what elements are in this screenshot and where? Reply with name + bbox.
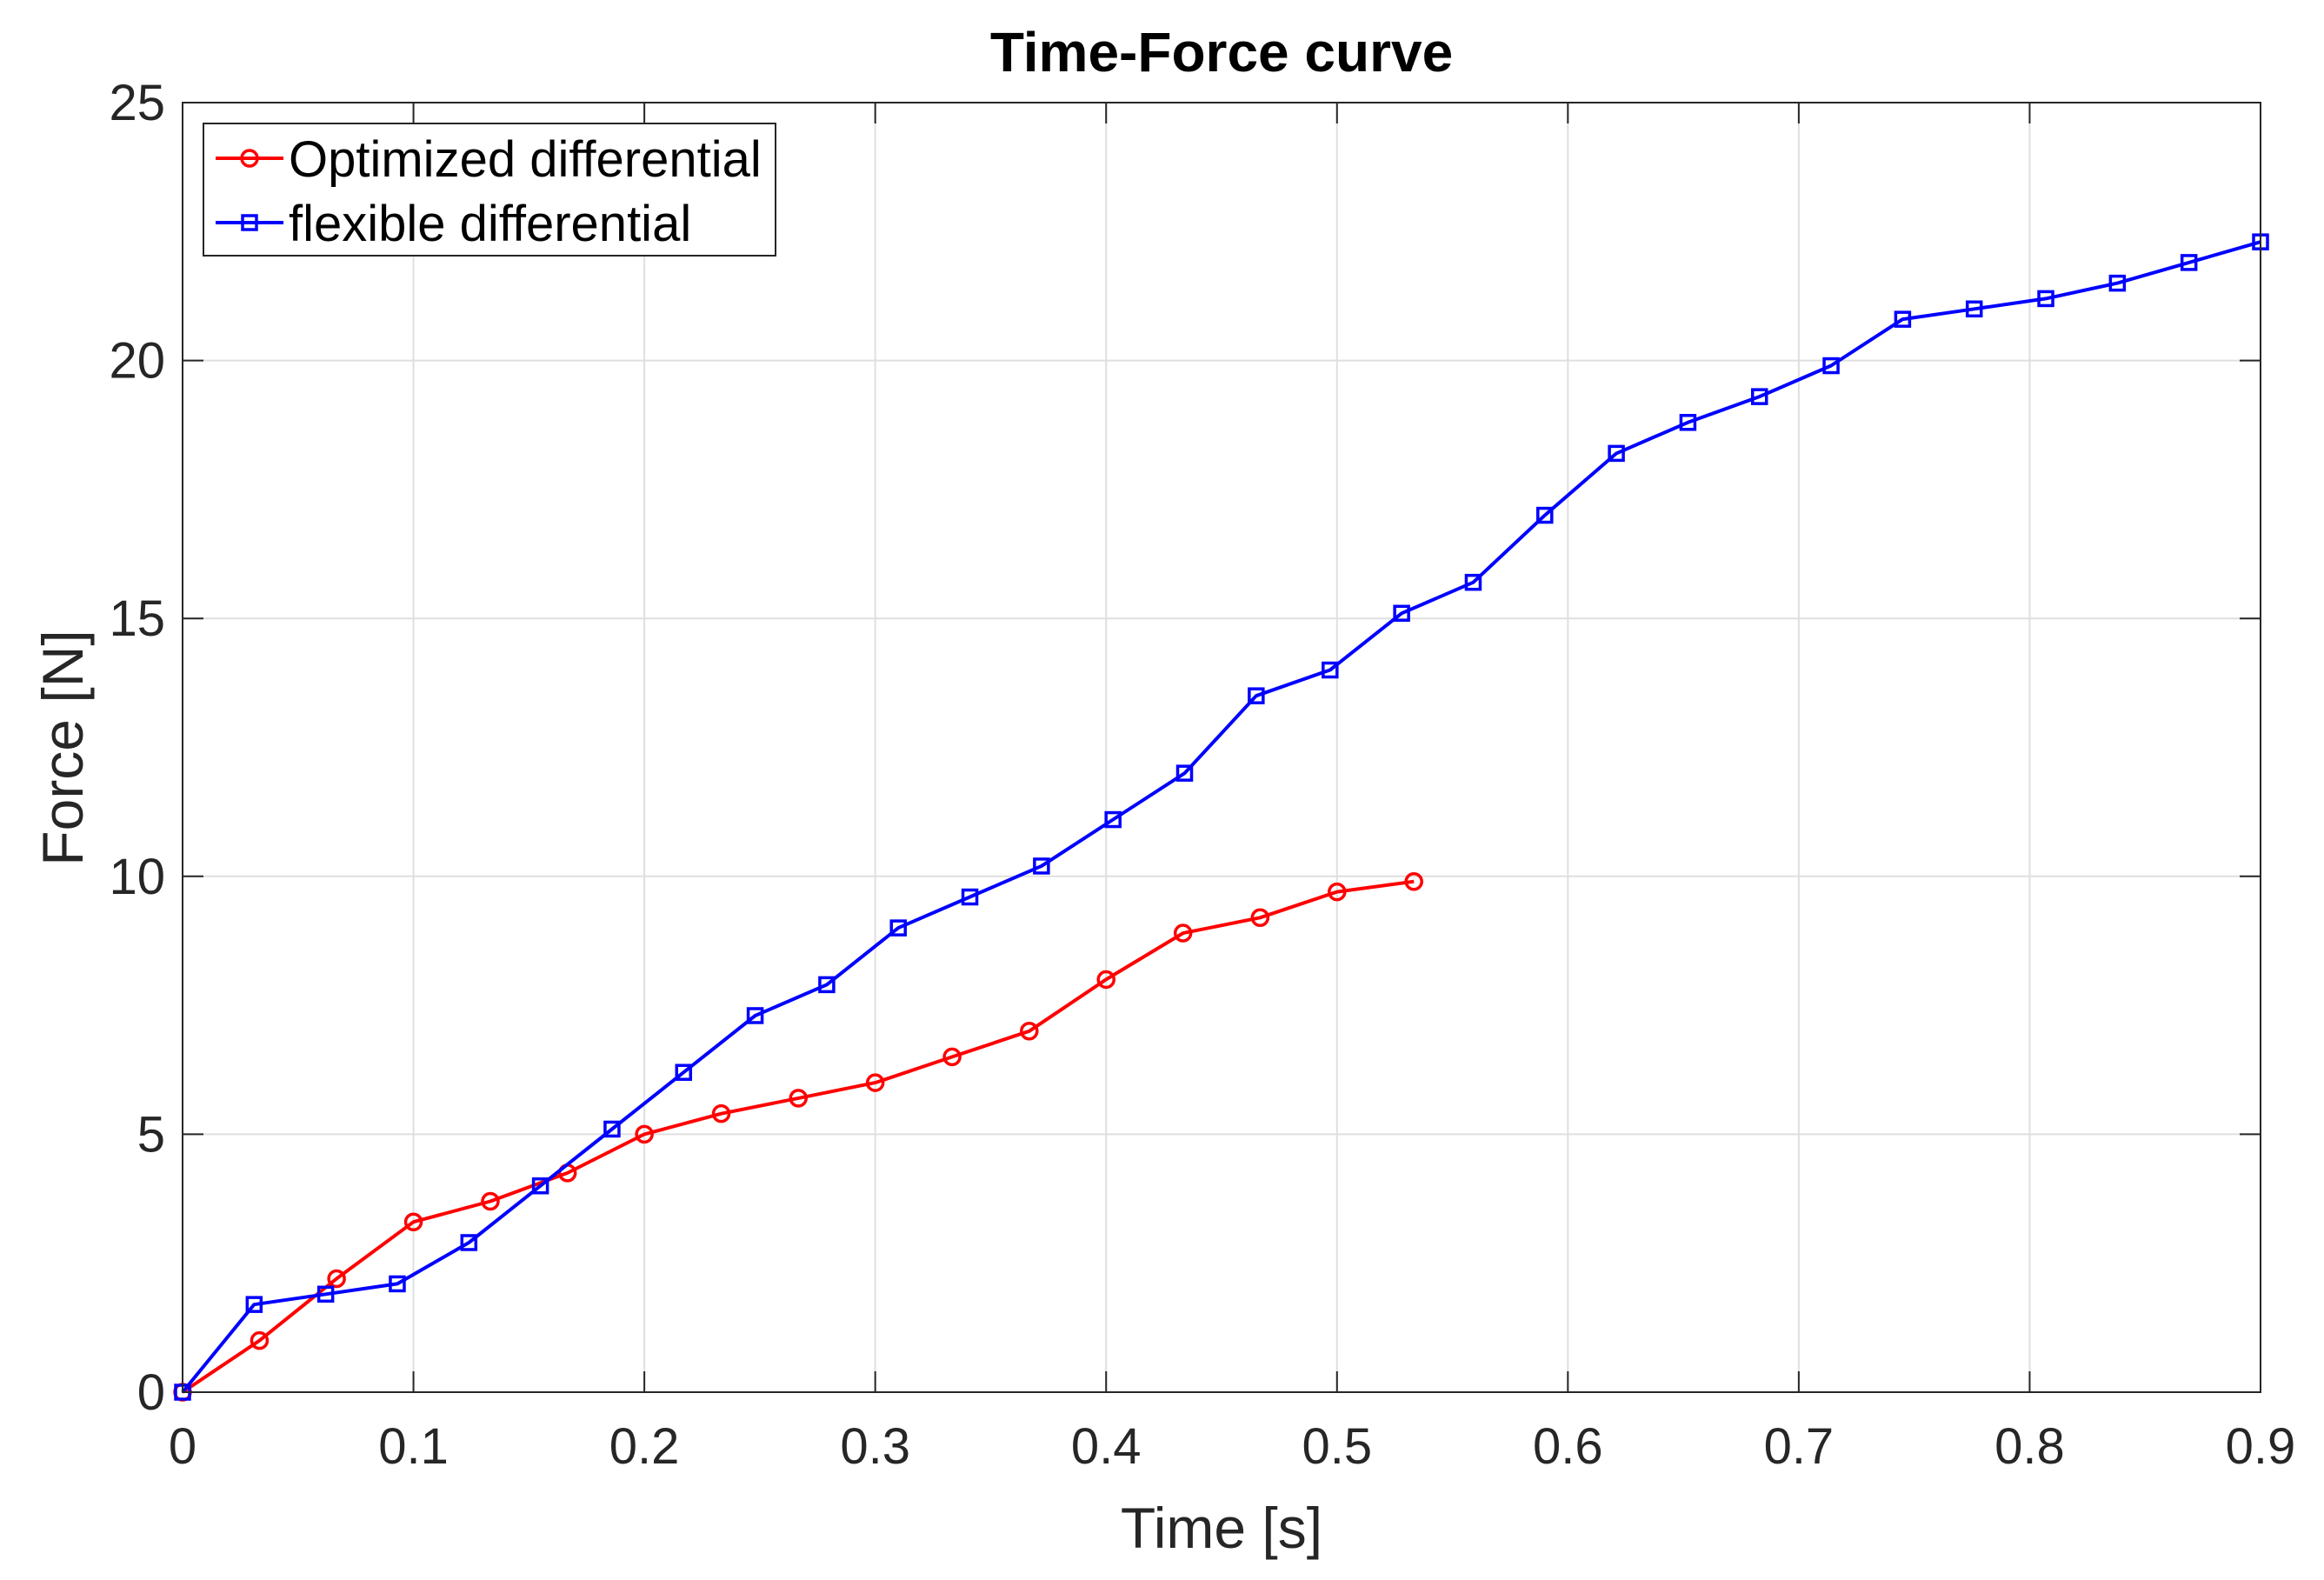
data-point-flexible xyxy=(1322,661,1339,679)
y-tick-label: 5 xyxy=(137,1106,165,1163)
data-point-optimized xyxy=(942,1047,962,1067)
data-point-optimized xyxy=(327,1269,346,1289)
legend-marker-optimized xyxy=(240,149,259,168)
data-point-flexible xyxy=(1965,300,1983,318)
data-point-optimized xyxy=(789,1089,808,1108)
data-point-flexible xyxy=(1822,357,1840,375)
data-point-flexible xyxy=(2108,274,2127,292)
x-tick-label: 0.4 xyxy=(1071,1418,1142,1475)
x-tick-label: 0.8 xyxy=(1994,1418,2065,1475)
data-point-flexible xyxy=(961,888,979,906)
data-point-flexible xyxy=(603,1120,621,1138)
data-point-optimized xyxy=(1020,1022,1039,1041)
y-tick-label: 20 xyxy=(109,333,165,390)
y-tick-label: 15 xyxy=(109,590,165,647)
series-flexible xyxy=(174,233,2269,1401)
y-axis-title: Force [N] xyxy=(30,630,95,865)
series-line-optimized xyxy=(181,879,1415,1394)
data-point-flexible xyxy=(1393,604,1410,623)
data-point-optimized xyxy=(1328,882,1347,902)
legend-entry-flexible: flexible differential xyxy=(216,196,691,252)
data-point-flexible xyxy=(1536,506,1554,524)
data-point-optimized xyxy=(481,1191,500,1211)
data-point-optimized xyxy=(635,1124,654,1144)
data-point-flexible xyxy=(1679,414,1697,431)
data-point-flexible xyxy=(1033,857,1050,875)
data-point-optimized xyxy=(1404,871,1423,891)
plot-frame xyxy=(182,102,2261,1393)
y-tick-label: 10 xyxy=(109,849,165,905)
data-point-flexible xyxy=(746,1007,764,1024)
data-point-optimized xyxy=(1096,970,1115,990)
data-point-flexible xyxy=(1894,310,1912,328)
data-point-flexible xyxy=(1608,444,1625,463)
data-point-flexible xyxy=(1175,764,1194,782)
data-point-optimized xyxy=(1173,923,1193,943)
y-tick-label: 0 xyxy=(137,1364,165,1421)
axis-ticks: 0 0.1 0.2 0.3 0.4 0.5 0.6 0.7 0.8 0.9 0 5 10 15 20 25 xyxy=(109,75,2295,1475)
legend-entry-optimized: Optimized differential xyxy=(216,131,762,188)
x-tick-label: 0.2 xyxy=(609,1418,680,1475)
series-line-flexible xyxy=(181,240,2261,1394)
legend-box xyxy=(203,123,776,257)
x-tick-label: 0.1 xyxy=(378,1418,449,1475)
data-point-optimized xyxy=(711,1103,731,1123)
data-point-flexible xyxy=(1248,687,1265,704)
x-tick-label: 0.7 xyxy=(1764,1418,1835,1475)
data-point-flexible xyxy=(1104,810,1122,829)
data-point-flexible xyxy=(389,1275,406,1293)
chart-title: Time-Force curve xyxy=(990,21,1453,83)
x-tick-label: 0.9 xyxy=(2226,1418,2296,1475)
data-point-flexible xyxy=(889,919,907,937)
data-point-flexible xyxy=(675,1063,693,1081)
data-point-flexible xyxy=(1750,388,1768,405)
data-point-flexible xyxy=(245,1296,263,1313)
x-tick-label: 0.5 xyxy=(1302,1418,1372,1475)
data-point-flexible xyxy=(2180,254,2198,271)
data-point-flexible xyxy=(531,1177,549,1195)
data-point-flexible xyxy=(818,976,836,994)
legend-label-flexible: flexible differential xyxy=(289,196,691,252)
legend: Optimized differential flexible differen… xyxy=(203,123,776,257)
x-tick-label: 0.6 xyxy=(1533,1418,1603,1475)
data-point-optimized xyxy=(403,1212,423,1231)
data-point-flexible xyxy=(2037,290,2054,308)
data-point-optimized xyxy=(1250,908,1270,928)
data-point-optimized xyxy=(250,1330,270,1350)
legend-label-optimized: Optimized differential xyxy=(289,131,762,188)
x-tick-label: 0.3 xyxy=(840,1418,910,1475)
series-layer xyxy=(173,233,2269,1402)
data-point-flexible xyxy=(1464,573,1482,591)
x-tick-label: 0 xyxy=(169,1418,196,1475)
data-point-flexible xyxy=(460,1234,478,1251)
data-point-optimized xyxy=(865,1073,885,1092)
data-point-flexible xyxy=(316,1285,335,1303)
y-tick-label: 25 xyxy=(109,75,165,131)
x-axis-title: Time [s] xyxy=(1121,1496,1322,1560)
legend-marker-flexible xyxy=(241,214,258,231)
